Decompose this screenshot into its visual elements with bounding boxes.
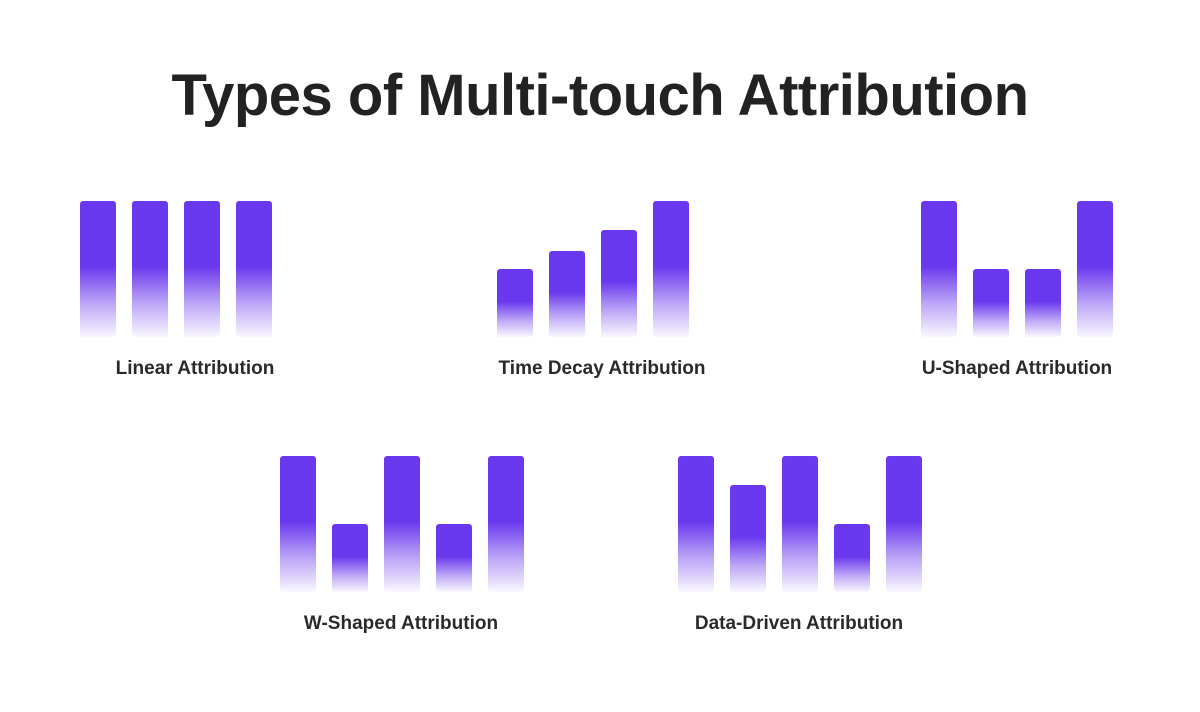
bar — [730, 485, 766, 592]
w-shaped-attribution-diagram: W-Shaped Attribution — [280, 456, 540, 634]
bar — [549, 251, 585, 337]
bar-set — [921, 201, 1181, 337]
bar-set — [80, 201, 340, 337]
bar-set — [678, 456, 938, 592]
bar — [332, 524, 368, 592]
bar — [653, 201, 689, 337]
time-decay-attribution-diagram: Time Decay Attribution — [497, 201, 757, 379]
u-shaped-attribution-diagram: U-Shaped Attribution — [921, 201, 1181, 379]
bar — [973, 269, 1009, 337]
diagram-label: W-Shaped Attribution — [303, 613, 499, 634]
bar — [384, 456, 420, 592]
bar — [1025, 269, 1061, 337]
bar-set — [497, 201, 757, 337]
bar — [436, 524, 472, 592]
bar — [80, 201, 116, 337]
bar — [678, 456, 714, 592]
linear-attribution-diagram: Linear Attribution — [80, 201, 340, 379]
diagram-label: Time Decay Attribution — [498, 358, 706, 379]
data-driven-attribution-diagram: Data-Driven Attribution — [678, 456, 938, 634]
bar — [280, 456, 316, 592]
diagram-label: Data-Driven Attribution — [694, 613, 904, 634]
bar — [184, 201, 220, 337]
bar-set — [280, 456, 540, 592]
page-title: Types of Multi-touch Attribution — [171, 63, 1029, 128]
bar — [236, 201, 272, 337]
bar — [1077, 201, 1113, 337]
diagram-label: Linear Attribution — [115, 358, 275, 379]
bar — [834, 524, 870, 592]
bar — [601, 230, 637, 337]
diagram-label: U-Shaped Attribution — [921, 358, 1113, 379]
bar — [886, 456, 922, 592]
bar — [488, 456, 524, 592]
bar — [132, 201, 168, 337]
bar — [497, 269, 533, 337]
bar — [782, 456, 818, 592]
bar — [921, 201, 957, 337]
